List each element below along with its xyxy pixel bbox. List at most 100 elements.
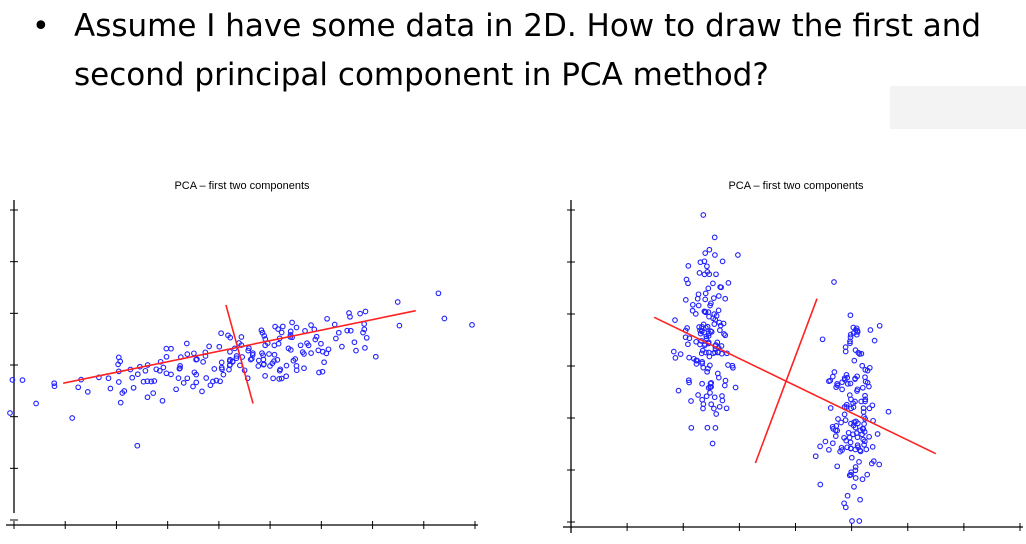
data-point	[217, 378, 223, 385]
data-point	[854, 386, 861, 393]
data-point	[819, 336, 826, 343]
data-point	[210, 378, 216, 385]
data-point	[301, 365, 307, 372]
data-point	[702, 296, 709, 303]
data-point	[862, 367, 869, 373]
data-point	[860, 405, 867, 412]
data-point	[695, 291, 702, 298]
data-point	[193, 379, 200, 386]
data-point	[260, 356, 267, 363]
scatter-plot-left: PCA – first two components	[6, 180, 478, 529]
data-point	[829, 373, 836, 380]
data-point	[874, 431, 881, 437]
data-point	[266, 351, 272, 357]
data-point	[860, 409, 867, 415]
data-point	[697, 259, 704, 266]
data-point	[826, 378, 832, 385]
data-point	[859, 431, 865, 438]
data-point	[700, 212, 707, 218]
scatter-plot-right: PCA – first two components	[563, 180, 1023, 533]
data-point	[684, 325, 690, 331]
data-point	[834, 381, 840, 387]
data-point	[351, 339, 358, 346]
data-point	[140, 378, 147, 385]
data-point	[861, 421, 867, 427]
data-point	[852, 464, 859, 470]
data-point	[868, 460, 875, 467]
data-point	[844, 381, 851, 387]
data-point	[7, 410, 13, 416]
data-point	[689, 301, 696, 308]
data-point	[847, 340, 853, 347]
data-point	[866, 383, 872, 390]
data-point	[842, 504, 849, 511]
data-point	[712, 425, 719, 431]
data-point	[121, 388, 128, 394]
data-point	[301, 351, 307, 357]
data-point	[735, 252, 741, 258]
data-point	[817, 481, 824, 488]
gray-placeholder-box	[890, 86, 1026, 129]
data-point	[711, 405, 717, 412]
data-point	[293, 324, 300, 331]
data-point	[134, 442, 141, 449]
data-point	[842, 417, 849, 423]
data-point	[213, 377, 220, 384]
data-point	[115, 361, 121, 368]
data-point	[869, 444, 876, 450]
data-point	[283, 373, 290, 380]
first-principal-component-line	[653, 316, 937, 455]
data-point	[854, 329, 861, 335]
data-point	[249, 350, 256, 356]
data-point	[117, 399, 124, 406]
data-point	[703, 335, 710, 342]
data-point	[435, 290, 442, 297]
data-point	[861, 441, 867, 448]
data-point	[271, 351, 278, 358]
data-point	[688, 424, 695, 431]
data-point	[362, 308, 369, 315]
data-point	[218, 330, 224, 337]
data-point	[857, 496, 863, 503]
data-point	[193, 371, 200, 378]
data-point	[685, 341, 691, 348]
data-point	[851, 483, 857, 490]
first-principal-component-line	[63, 309, 416, 384]
data-point	[344, 327, 351, 334]
data-point	[846, 434, 853, 441]
data-point	[269, 360, 276, 367]
data-point	[312, 336, 319, 343]
data-point	[686, 354, 692, 361]
data-point	[876, 461, 883, 468]
data-point	[275, 340, 282, 347]
data-point	[847, 439, 854, 446]
data-point	[160, 364, 167, 371]
data-point	[722, 332, 729, 339]
data-point	[173, 386, 179, 393]
data-point	[688, 398, 694, 404]
plot-title: PCA – first two components	[728, 180, 864, 192]
data-point	[838, 444, 845, 451]
data-point	[847, 338, 853, 345]
data-point	[184, 375, 191, 382]
data-point	[347, 313, 353, 320]
data-point	[200, 359, 206, 365]
data-point	[107, 385, 114, 392]
data-point	[718, 284, 724, 291]
data-point	[860, 426, 867, 432]
data-point	[682, 334, 689, 341]
data-point	[834, 427, 841, 434]
data-point	[319, 368, 326, 375]
data-point	[850, 324, 857, 331]
data-point	[698, 328, 705, 334]
data-point	[851, 357, 858, 364]
data-point	[335, 329, 342, 336]
data-point	[829, 440, 836, 447]
data-point	[730, 364, 736, 371]
data-point	[711, 234, 718, 241]
data-point	[708, 383, 714, 390]
data-point	[333, 335, 339, 342]
data-point	[702, 309, 709, 316]
data-point	[193, 356, 199, 363]
data-point	[672, 355, 679, 361]
